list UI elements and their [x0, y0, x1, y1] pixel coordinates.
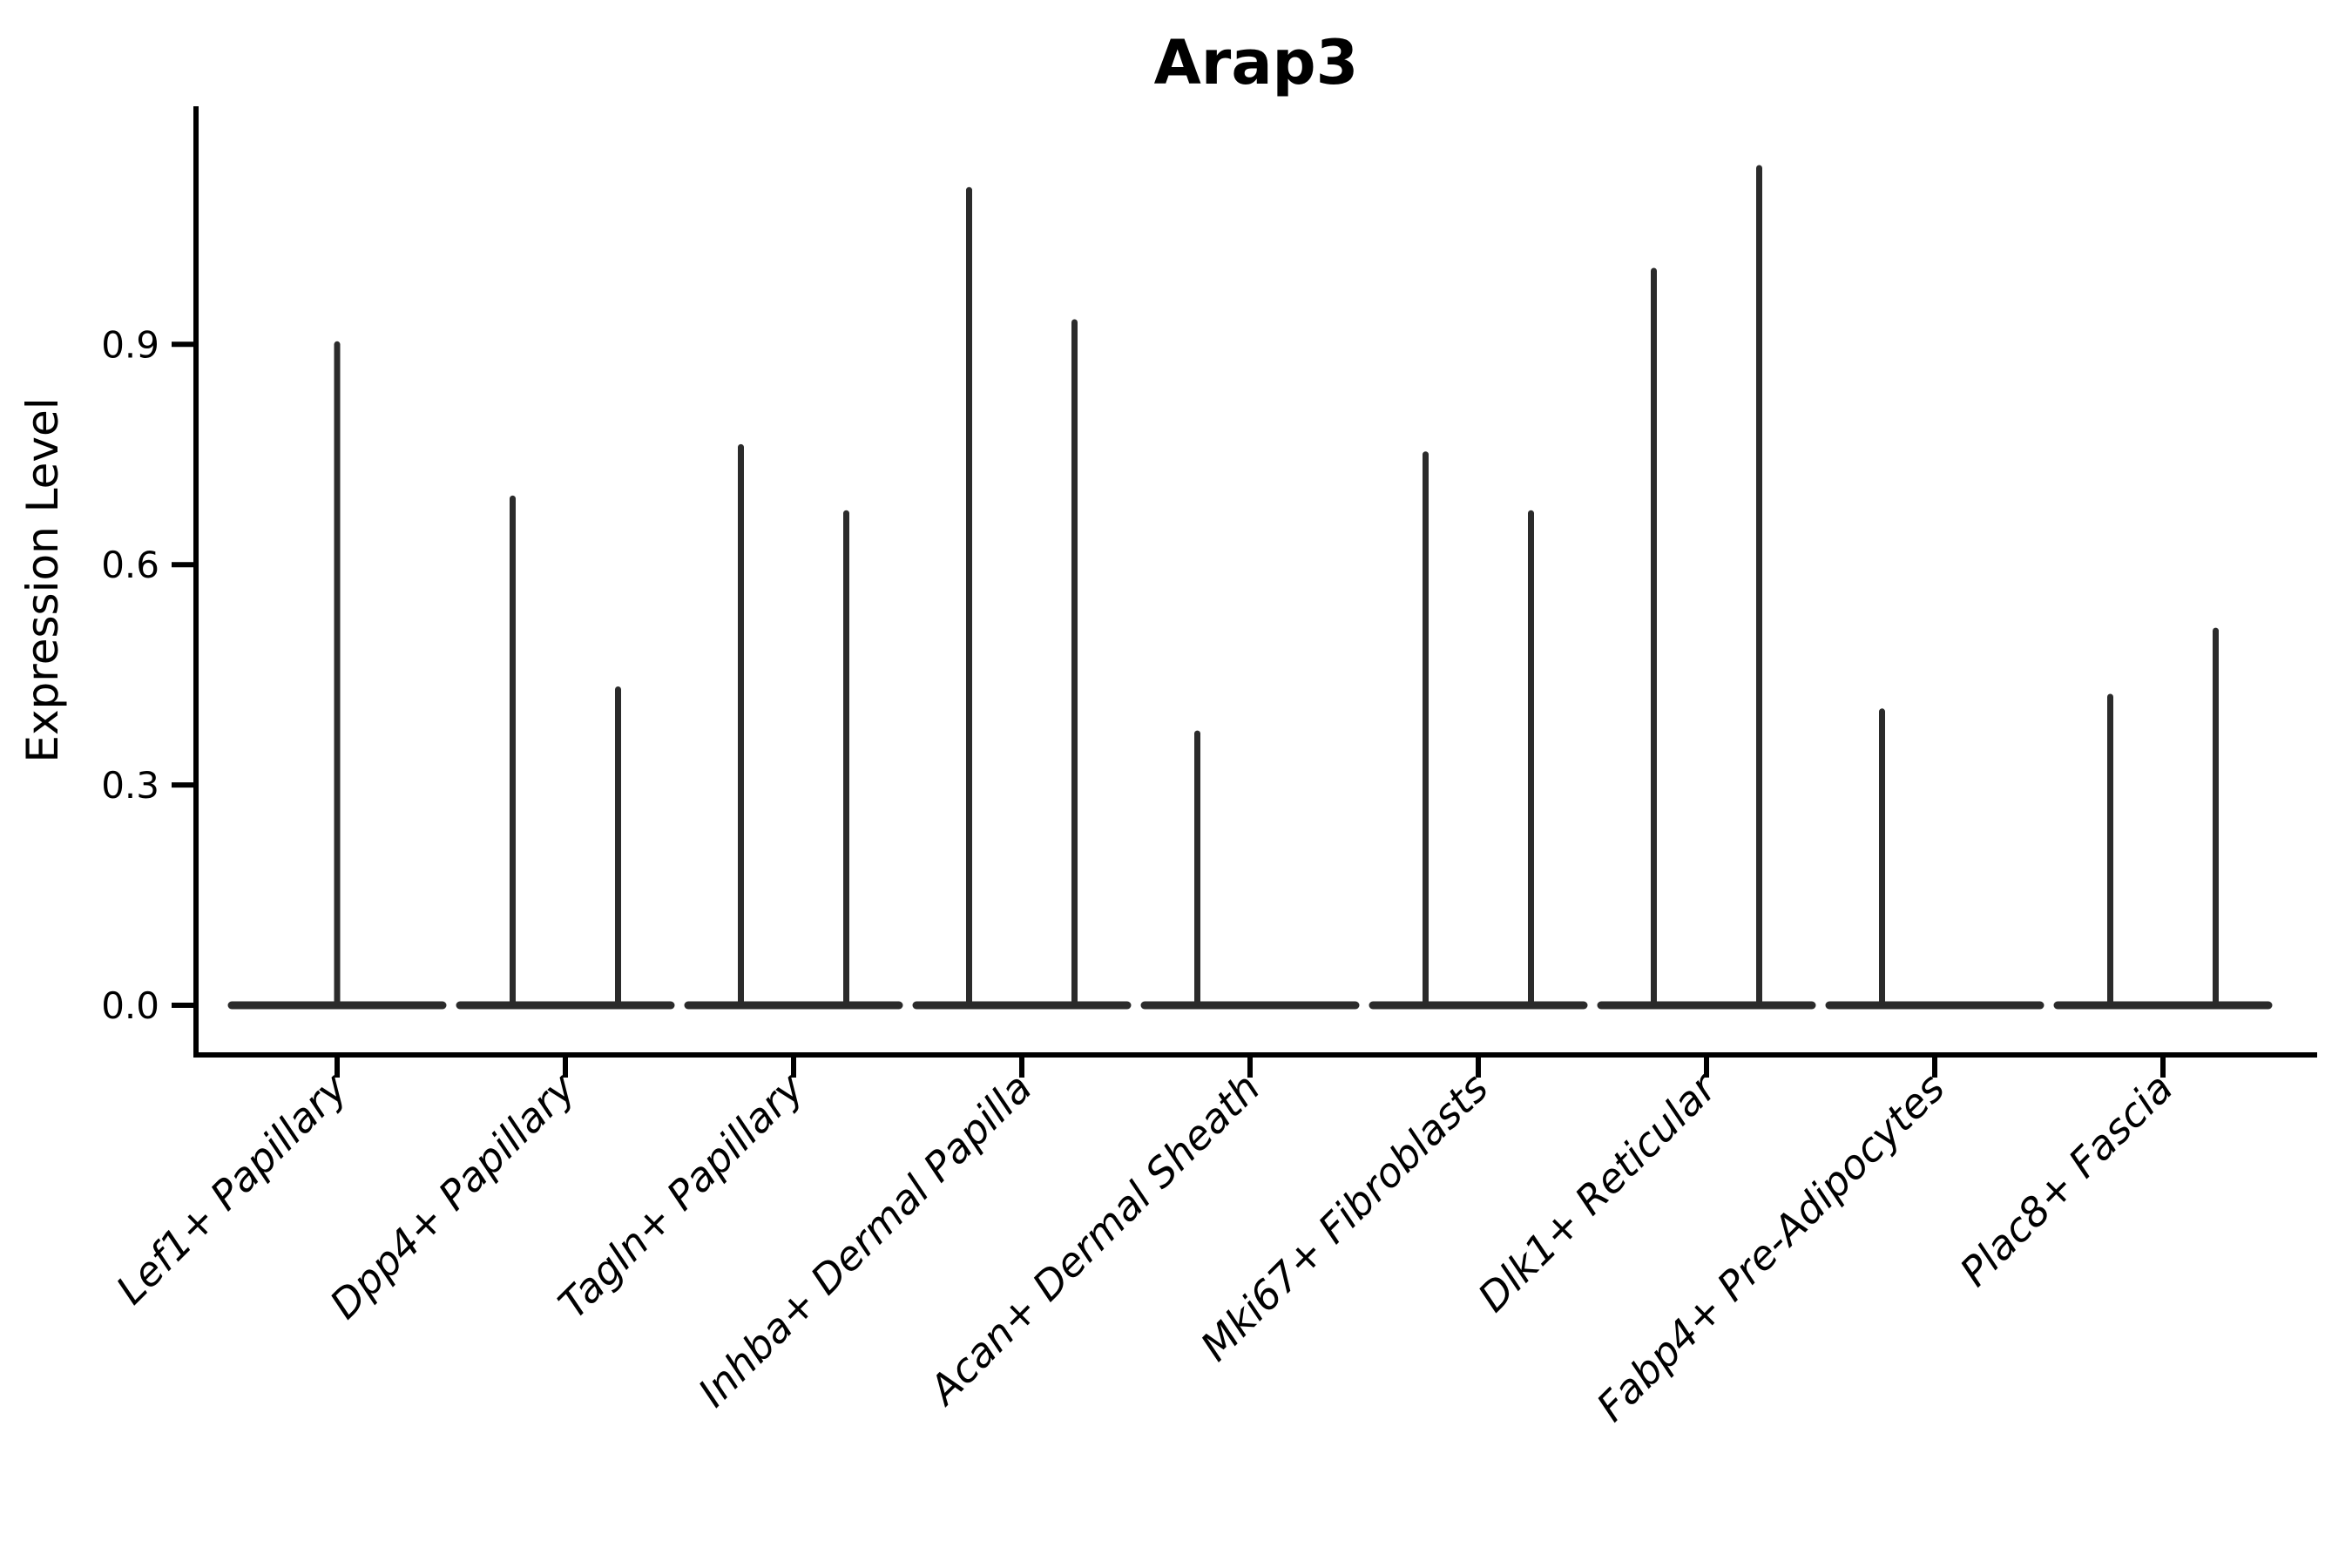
x-tick-label: Dpp4+ Papillary: [321, 1064, 585, 1328]
x-tick-label: Tagln+ Papillary: [549, 1064, 813, 1328]
chart-title: Arap3: [1154, 27, 1359, 98]
y-tick-label: 0.0: [101, 984, 159, 1027]
y-tick-label: 0.9: [101, 323, 159, 366]
x-tick-label: Dlk1+ Reticular: [1469, 1062, 1727, 1321]
y-tick-label: 0.3: [101, 764, 159, 807]
y-axis-label: Expression Level: [17, 397, 68, 762]
x-tick-label: Lef1+ Papillary: [107, 1064, 356, 1313]
y-tick-label: 0.6: [101, 544, 159, 586]
x-tick-label: Plac8+ Fascia: [1950, 1064, 2181, 1295]
